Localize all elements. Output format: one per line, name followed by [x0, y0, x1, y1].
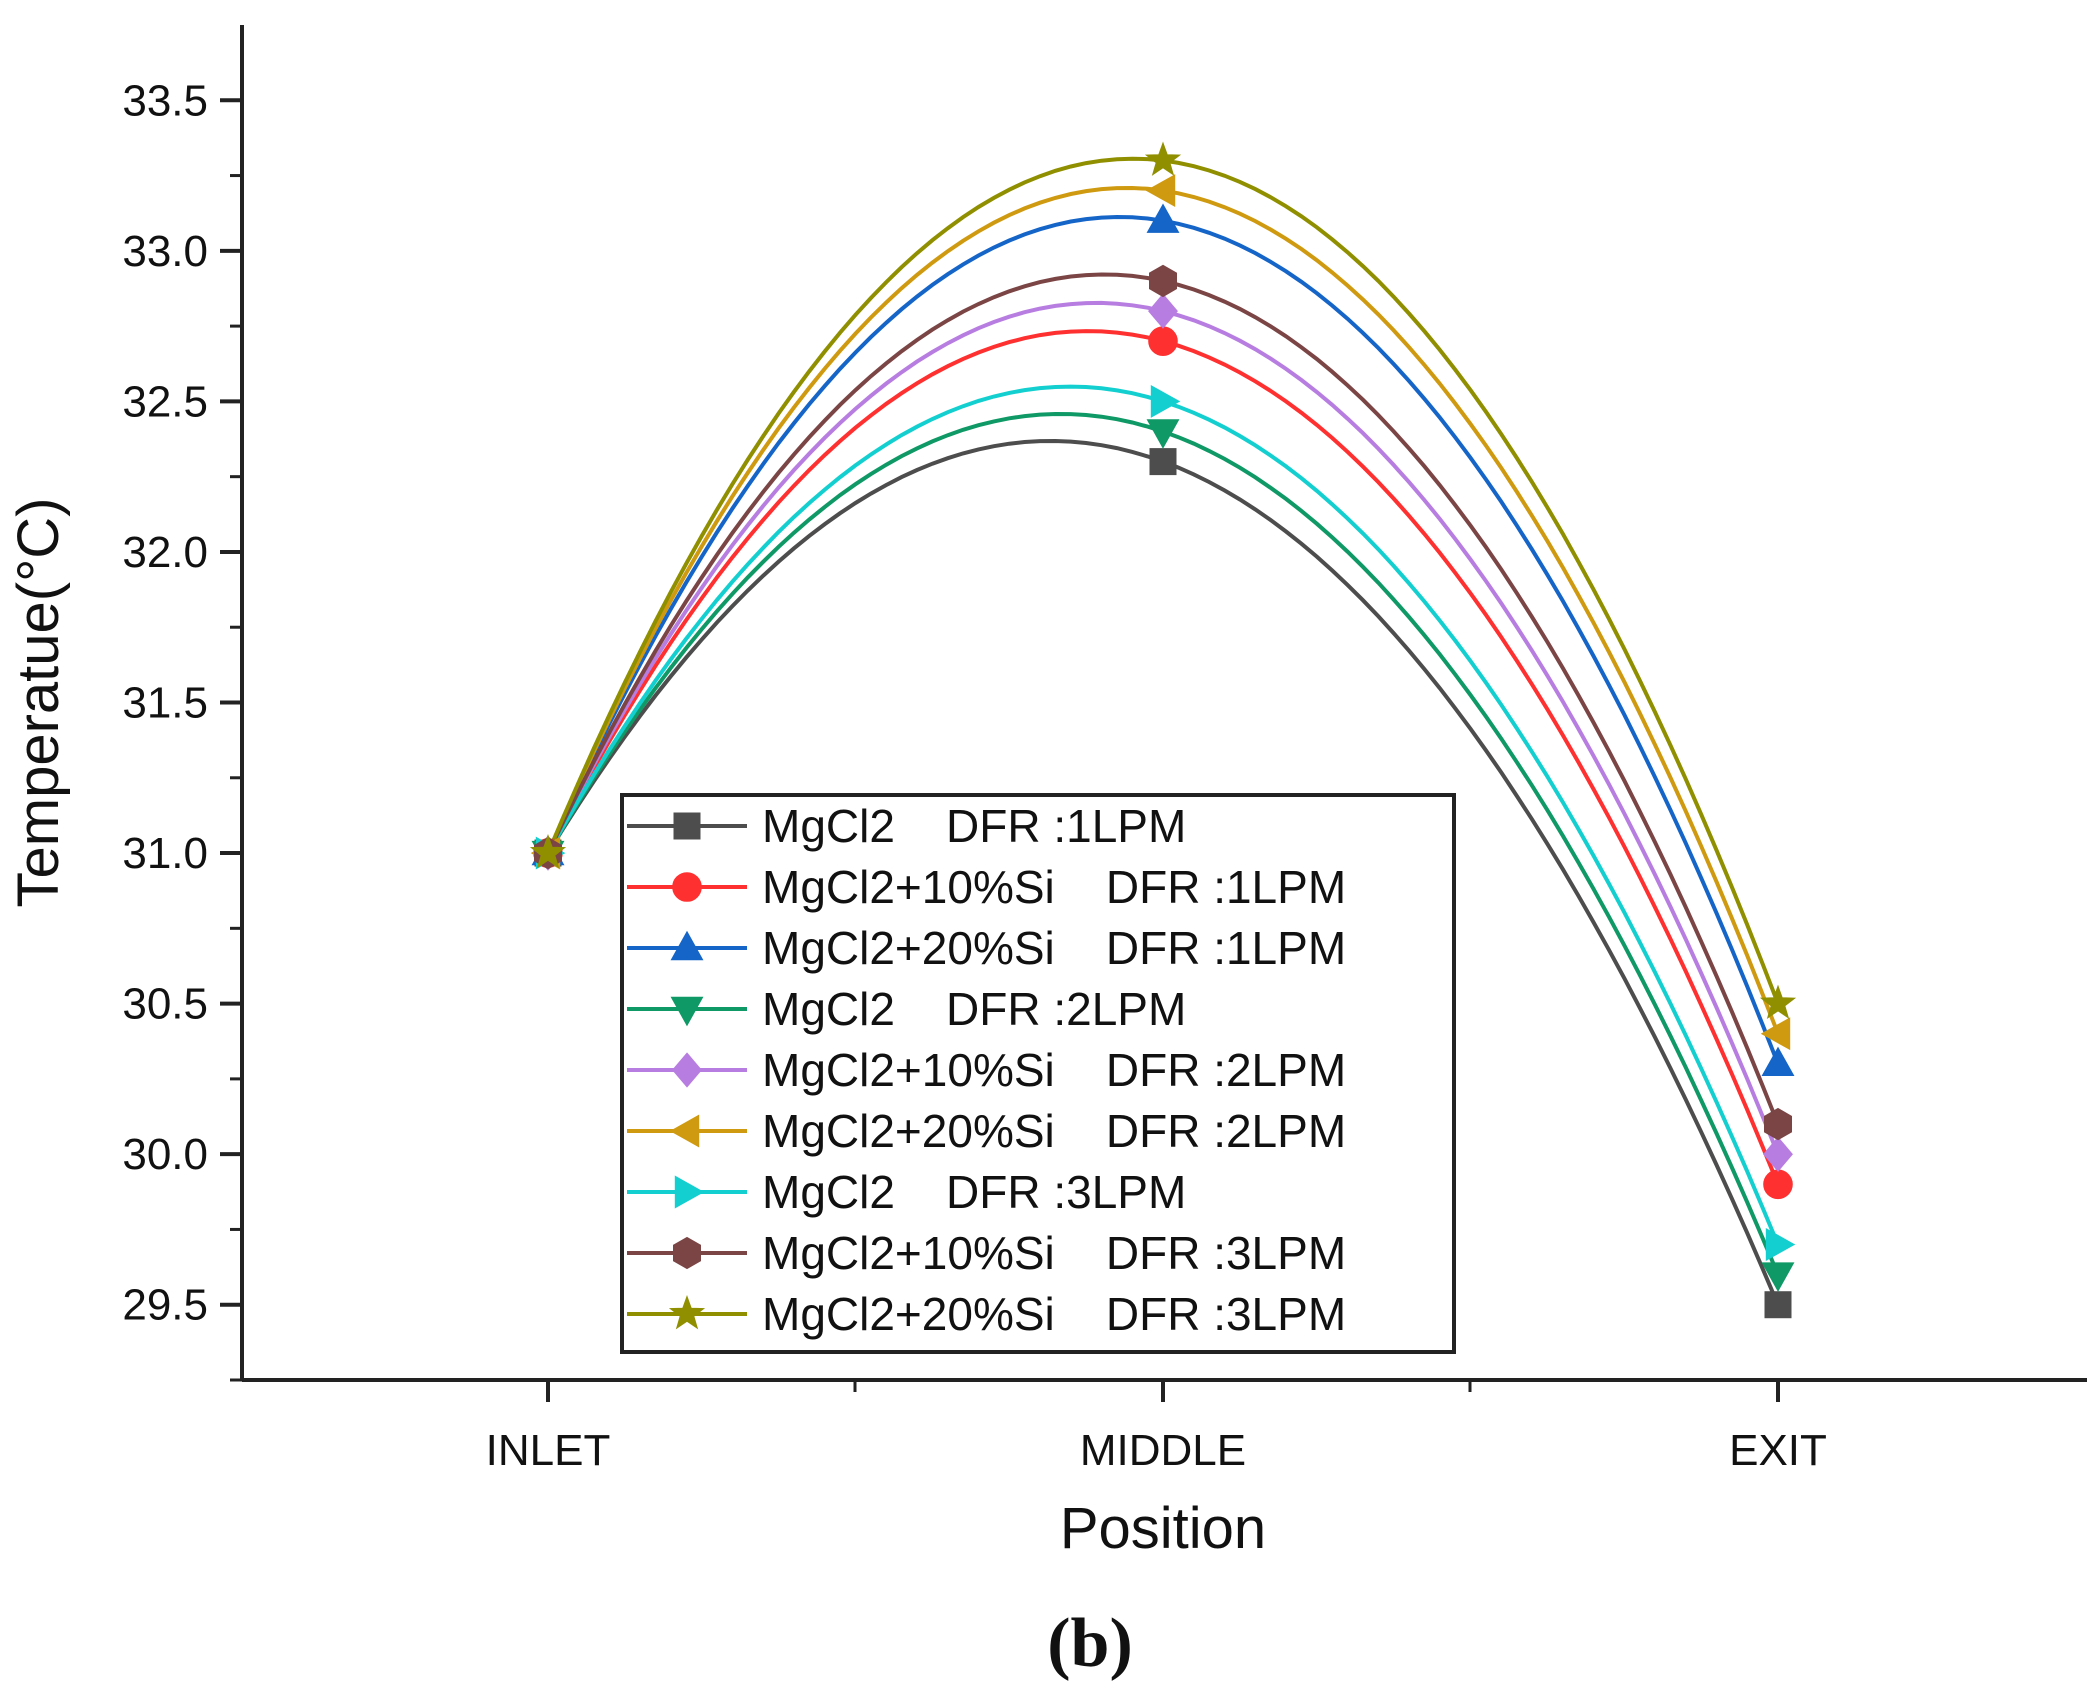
x-tick-label: MIDDLE [1080, 1426, 1246, 1475]
y-tick-label: 30.5 [122, 980, 208, 1029]
data-point-s9-middle [1144, 141, 1182, 176]
legend-label: MgCl2+20%Si DFR :2LPM [762, 1105, 1346, 1157]
legend-label: MgCl2+10%Si DFR :3LPM [762, 1227, 1346, 1279]
data-point-s9-exit [1759, 984, 1797, 1019]
data-point-s4-exit [1761, 1262, 1795, 1292]
legend-item: MgCl2 DFR :1LPM [627, 800, 1186, 852]
legend-label: MgCl2+10%Si DFR :1LPM [762, 861, 1346, 913]
data-point-s9-inlet [529, 834, 567, 869]
legend-marker [670, 996, 704, 1027]
y-tick-label: 31.0 [122, 829, 208, 878]
x-tick-label: INLET [486, 1426, 611, 1475]
legend-label: MgCl2+20%Si DFR :3LPM [762, 1288, 1346, 1340]
data-point-s8-exit [1764, 1107, 1792, 1141]
data-point-s8-middle [1149, 264, 1177, 298]
legend-item: MgCl2+20%Si DFR :1LPM [627, 922, 1346, 974]
data-point-s4-middle [1146, 419, 1180, 449]
y-axis-ticks: 29.5 30.0 30.5 31.0 31.5 32.0 32.5 33.0 33.5 [122, 76, 242, 1382]
legend: MgCl2 DFR :1LPM MgCl2+10%Si DFR :1LPM MgCl… [620, 793, 1456, 1354]
y-tick-label: 33.5 [122, 76, 208, 125]
y-tick-label: 32.0 [122, 528, 208, 577]
data-point-s5-exit [1763, 1136, 1793, 1172]
data-point-s2-middle [1148, 326, 1178, 356]
data-point-s5-middle [1148, 293, 1178, 329]
y-tick-label: 30.0 [122, 1130, 208, 1179]
data-point-s7-exit [1765, 1228, 1796, 1261]
data-point-s6-exit [1760, 1017, 1791, 1051]
data-point-s2-exit [1763, 1169, 1793, 1200]
legend-item: MgCl2+10%Si DFR :2LPM [627, 1044, 1346, 1096]
legend-item: MgCl2+20%Si DFR :3LPM [627, 1288, 1346, 1340]
data-point-s6-middle [1145, 174, 1176, 208]
legend-marker [670, 930, 704, 961]
y-tick-label: 31.5 [122, 679, 208, 728]
legend-label: MgCl2+20%Si DFR :1LPM [762, 922, 1346, 974]
data-point-s3-middle [1146, 203, 1180, 233]
series-markers [529, 141, 1797, 1319]
data-point-s7-middle [1150, 384, 1181, 418]
legend-marker [673, 812, 701, 840]
legend-marker [672, 1052, 702, 1088]
y-axis-title: Temperatue(°C) [6, 498, 71, 908]
legend-marker [674, 1175, 705, 1209]
y-tick-label: 33.0 [122, 227, 208, 276]
x-axis-title: Position [1060, 1496, 1266, 1561]
x-axis-ticks: INLET MIDDLE EXIT [486, 1380, 1827, 1475]
legend-marker [672, 872, 702, 902]
legend-label: MgCl2 DFR :3LPM [762, 1166, 1186, 1218]
legend-item: MgCl2+10%Si DFR :1LPM [627, 861, 1346, 913]
legend-item: MgCl2+10%Si DFR :3LPM [627, 1227, 1346, 1279]
legend-marker [668, 1295, 706, 1330]
legend-marker [669, 1114, 700, 1148]
data-point-s3-exit [1761, 1046, 1795, 1076]
panel-label: (b) [1047, 1605, 1133, 1682]
x-tick-label: EXIT [1729, 1426, 1827, 1475]
legend-label: MgCl2 DFR :2LPM [762, 983, 1186, 1035]
legend-marker [673, 1236, 701, 1270]
legend-label: MgCl2+10%Si DFR :2LPM [762, 1044, 1346, 1096]
legend-box [620, 793, 1456, 1354]
legend-item: MgCl2+20%Si DFR :2LPM [627, 1105, 1346, 1157]
legend-item: MgCl2 DFR :3LPM [627, 1166, 1186, 1218]
data-point-s1-middle [1149, 448, 1177, 476]
y-tick-label: 29.5 [122, 1281, 208, 1330]
legend-item: MgCl2 DFR :2LPM [627, 983, 1186, 1035]
data-point-s1-exit [1764, 1291, 1792, 1319]
legend-label: MgCl2 DFR :1LPM [762, 800, 1186, 852]
y-tick-label: 32.5 [122, 377, 208, 426]
